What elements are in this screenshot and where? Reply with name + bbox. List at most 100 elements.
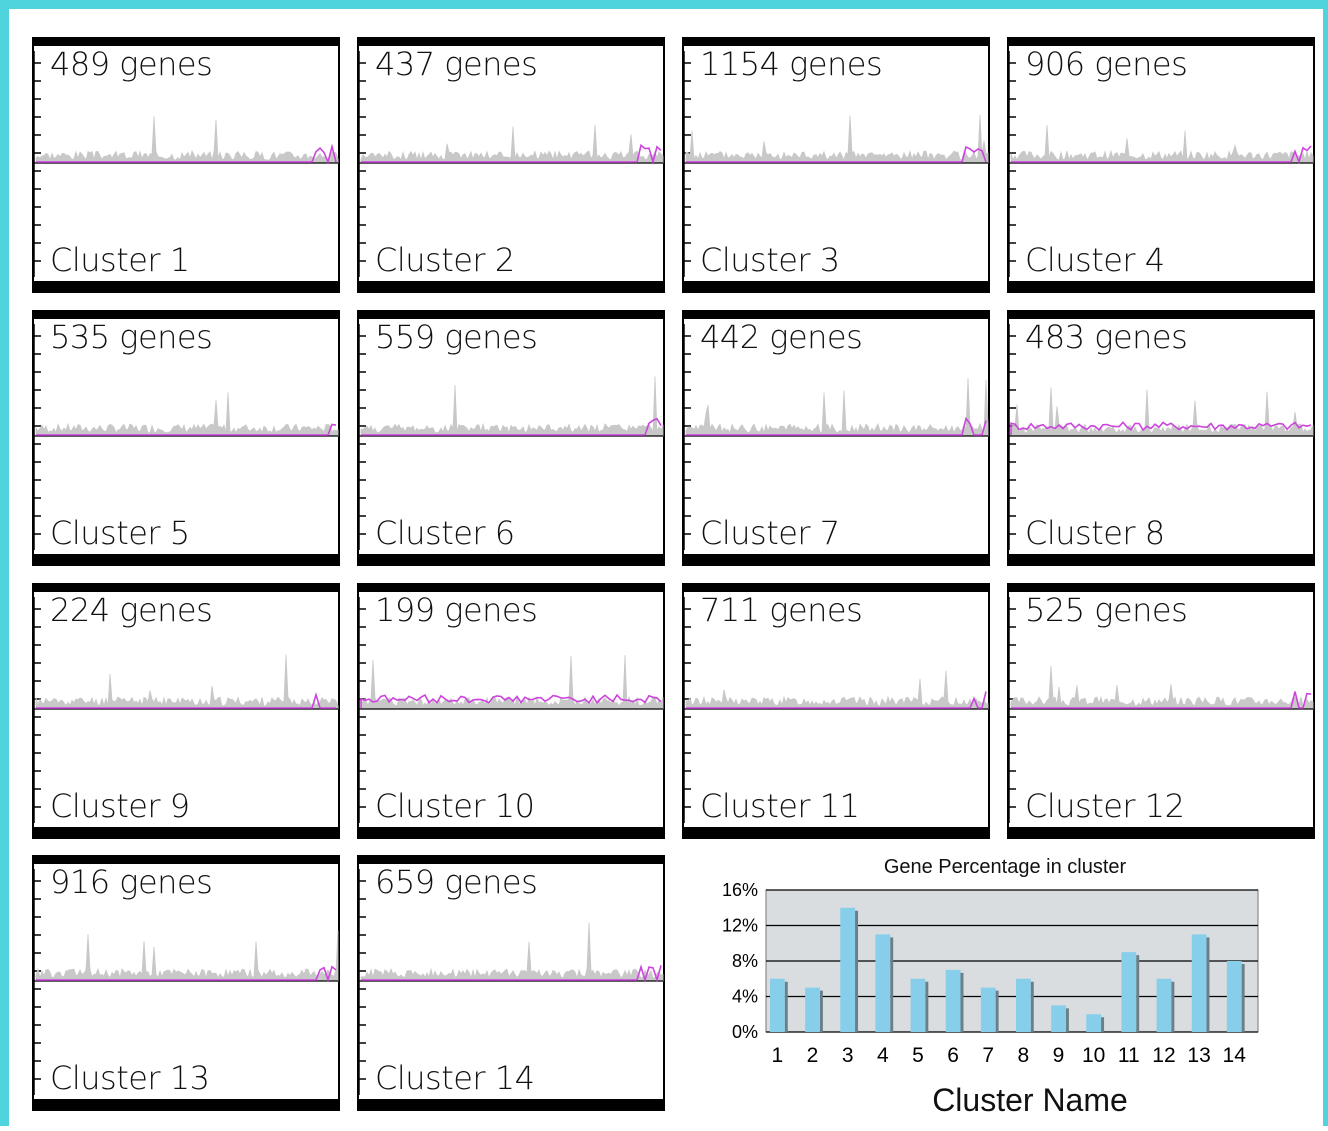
panel-border: [357, 583, 665, 839]
bar-cluster-6: [945, 969, 961, 1032]
panel-band: [1007, 281, 1315, 293]
panel-band: [357, 37, 665, 46]
bar-shadow: [1101, 1017, 1105, 1032]
panel-band: [1007, 554, 1315, 566]
profile-plot: [1007, 310, 1315, 566]
expression-range-profile: [360, 922, 664, 982]
panel-border: [32, 855, 340, 1111]
panel-band: [357, 1099, 665, 1111]
bar-cluster-7: [980, 987, 996, 1032]
profile-plot: [357, 37, 665, 293]
bar-cluster-2: [805, 987, 820, 1032]
bar-cluster-8: [1016, 978, 1031, 1032]
expression-range-profile: [1010, 125, 1314, 164]
panel-border: [357, 37, 665, 293]
panel-band: [682, 37, 990, 46]
cluster-name-label: Cluster 8: [1025, 514, 1165, 552]
expression-range-profile: [360, 124, 664, 164]
panel-border: [682, 37, 990, 293]
bar-shadow: [1065, 1008, 1069, 1032]
x-tick-label: 7: [982, 1044, 994, 1067]
gene-count-label: 199 genes: [375, 591, 538, 629]
bar-shadow: [890, 937, 894, 1032]
expression-range-profile: [685, 670, 989, 710]
x-tick-label: 11: [1118, 1044, 1140, 1067]
expression-range-profile: [685, 378, 989, 437]
bar-shadow: [855, 910, 859, 1032]
gene-count-label: 906 genes: [1025, 45, 1188, 83]
expression-range-profile: [35, 392, 339, 437]
x-tick-label: 1: [772, 1044, 784, 1067]
panel-band: [682, 281, 990, 293]
cluster-name-label: Cluster 11: [700, 787, 860, 825]
mean-expression-profile: [361, 964, 662, 983]
mean-expression-profile: [686, 416, 987, 436]
gene-count-label: 711 genes: [700, 591, 863, 629]
x-tick-label: 2: [807, 1044, 819, 1067]
bar-cluster-11: [1121, 952, 1137, 1032]
bar-shadow: [784, 981, 788, 1032]
cluster-name-label: Cluster 4: [1025, 241, 1165, 279]
profile-plot: [32, 310, 340, 566]
panel-border: [682, 310, 990, 566]
x-tick-label: 3: [842, 1044, 854, 1067]
x-tick-label: 4: [877, 1044, 889, 1067]
cluster-panel: 1154 genes Cluster 3: [682, 37, 990, 293]
profile-plot: [1007, 37, 1315, 293]
bar-shadow: [1171, 981, 1175, 1032]
x-tick-label: 8: [1018, 1044, 1030, 1067]
cluster-name-label: Cluster 2: [375, 241, 515, 279]
cluster-panel: 199 genes Cluster 10: [357, 583, 665, 839]
cluster-panel: 535 genes Cluster 5: [32, 310, 340, 566]
mean-expression-profile: [36, 692, 336, 709]
panel-band: [357, 310, 665, 319]
profile-plot: [32, 583, 340, 839]
expression-range-profile: [360, 655, 664, 710]
panel-band: [1007, 827, 1315, 839]
panel-band: [682, 827, 990, 839]
bar-cluster-9: [1051, 1005, 1066, 1032]
x-tick-label: 5: [912, 1044, 924, 1067]
panel-band: [357, 583, 665, 592]
mean-expression-profile: [36, 143, 337, 165]
panel-border: [357, 310, 665, 566]
cluster-name-label: Cluster 5: [50, 514, 190, 552]
expression-range-profile: [1010, 665, 1314, 710]
cluster-name-label: Cluster 10: [375, 787, 535, 825]
cluster-panel: 437 genes Cluster 2: [357, 37, 665, 293]
gene-count-label: 489 genes: [50, 45, 213, 83]
cluster-name-label: Cluster 13: [50, 1059, 210, 1097]
cluster-panel: 659 genes Cluster 14: [357, 855, 665, 1111]
bar-cluster-14: [1226, 961, 1242, 1032]
bar-shadow: [1136, 955, 1140, 1032]
mean-expression-profile: [1010, 421, 1312, 435]
cluster-name-label: Cluster 6: [375, 514, 515, 552]
profile-plot: [682, 583, 990, 839]
expression-range-profile: [360, 376, 664, 437]
panel-border: [32, 583, 340, 839]
profile-plot: [357, 310, 665, 566]
panel-band: [32, 827, 340, 839]
bar-shadow: [1241, 964, 1245, 1032]
bar-shadow: [960, 972, 964, 1032]
y-tick-label: 12%: [722, 916, 758, 936]
bar-cluster-10: [1086, 1014, 1102, 1032]
x-tick-label: 13: [1187, 1044, 1210, 1067]
profile-plot: [32, 855, 340, 1111]
mean-expression-profile: [36, 965, 337, 983]
panel-border: [1007, 37, 1315, 293]
panel-band: [682, 554, 990, 566]
cluster-name-label: Cluster 1: [50, 241, 190, 279]
cluster-panel: 224 genes Cluster 9: [32, 583, 340, 839]
x-tick-label: 6: [947, 1044, 959, 1067]
bar-cluster-4: [875, 934, 891, 1032]
gene-percentage-bar-chart: Gene Percentage in cluster 0% 4% 8% 12% 16% 1…: [690, 850, 1320, 1126]
gene-count-label: 442 genes: [700, 318, 863, 356]
gene-count-label: 224 genes: [50, 591, 213, 629]
expression-range-profile: [685, 115, 989, 164]
panel-border: [1007, 310, 1315, 566]
panel-band: [1007, 583, 1315, 592]
bar-cluster-13: [1191, 934, 1207, 1032]
panel-border: [682, 583, 990, 839]
